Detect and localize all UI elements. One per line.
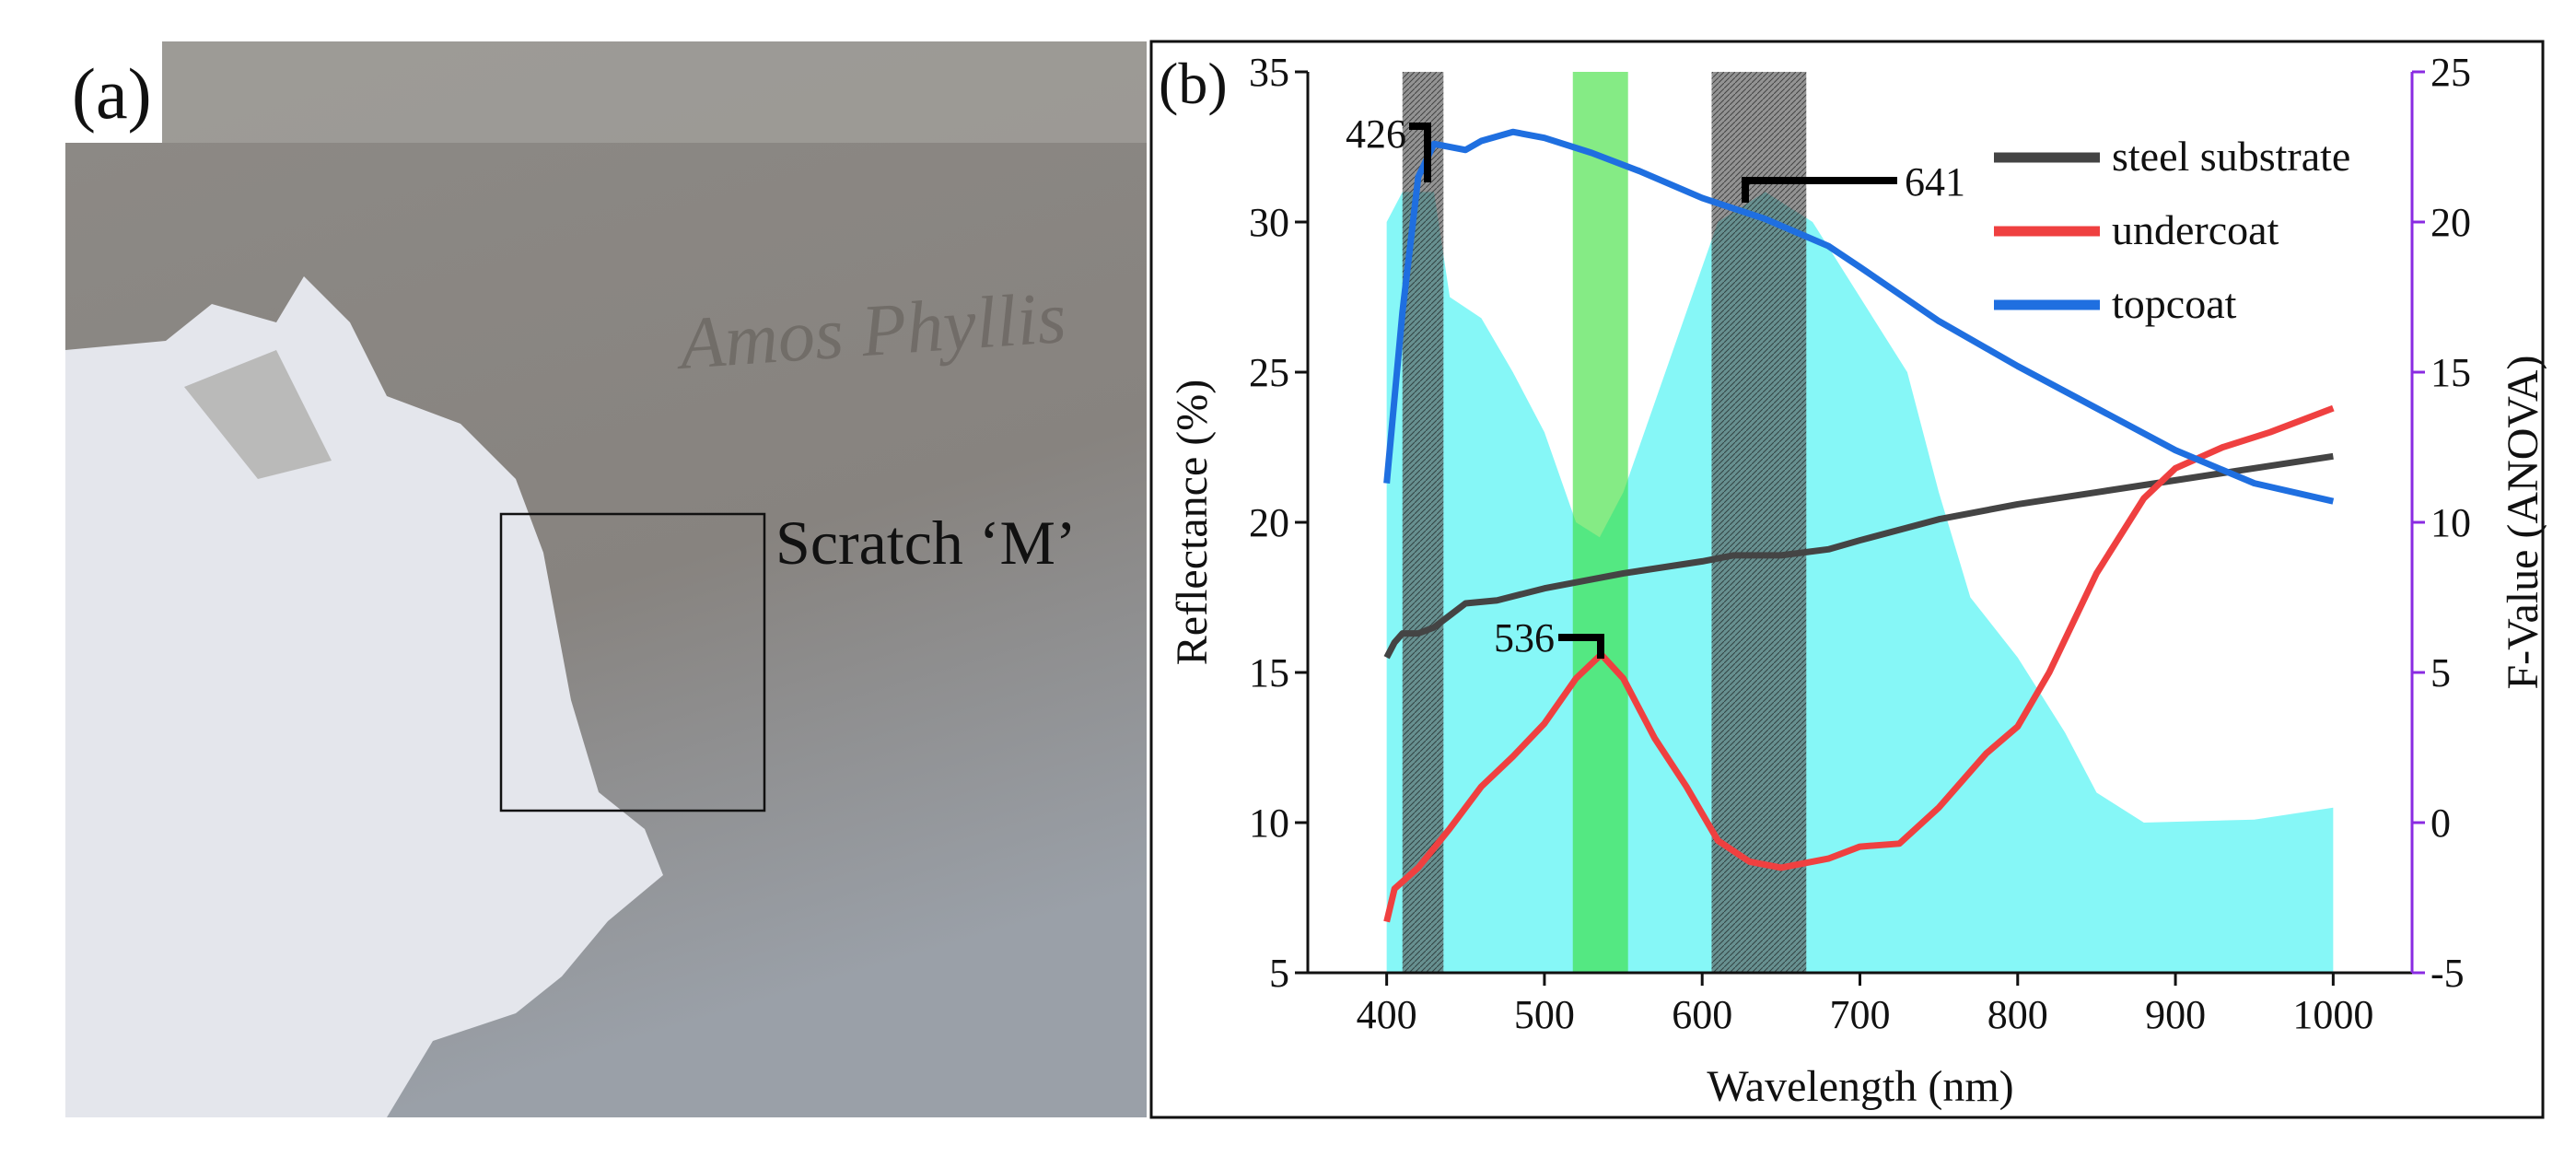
annotation-536: 536 (1494, 615, 1555, 660)
scratch-m-box (499, 512, 766, 812)
panel-a-label: (a) (72, 53, 152, 134)
series-line-topcoat (1383, 128, 2335, 505)
x-tick-label: 900 (2145, 992, 2206, 1037)
chart-b: steel substrate undercoat topcoat 426 641 536… (1249, 50, 2471, 1037)
panel-a-photo: Amos Phyllis Scratch ‘M’ (a) (65, 41, 1147, 1117)
x-tick-label: 700 (1830, 992, 1891, 1037)
x-tick-label: 500 (1514, 992, 1575, 1037)
y-tick-label: 15 (1249, 650, 1289, 695)
y2-tick-label: 25 (2430, 50, 2471, 95)
y-tick-label: 30 (1249, 200, 1289, 245)
y-tick-label: 5 (1269, 951, 1289, 996)
annotation-bracket-536 (1558, 634, 1604, 659)
legend-label-0: steel substrate (2112, 133, 2350, 180)
x-axis-title: Wavelength (nm) (1707, 1062, 2013, 1111)
x-tick-label: 600 (1672, 992, 1732, 1037)
y2-tick-label: 20 (2430, 200, 2471, 245)
series-line-steel-substrate (1383, 452, 2334, 660)
y2-tick-label: 5 (2430, 650, 2451, 695)
x-tick-label: 1000 (2292, 992, 2373, 1037)
scratch-label: Scratch ‘M’ (775, 508, 1077, 578)
x-tick-label: 800 (1987, 992, 2048, 1037)
y2-axis-title: F-Value (ANOVA) (2499, 355, 2547, 689)
y2-tick-label: 10 (2430, 500, 2471, 545)
panel-b-label: (b) (1159, 51, 1228, 116)
y-axis-title: Reflectance (%) (1168, 380, 1217, 665)
annotation-641: 641 (1905, 159, 1965, 205)
y2-tick-label: -5 (2430, 951, 2465, 996)
band-0 (1402, 72, 1444, 973)
y-tick-label: 35 (1249, 50, 1289, 95)
legend-label-2: topcoat (2112, 280, 2237, 327)
series-line-undercoat (1383, 404, 2335, 923)
y2-tick-label: 0 (2430, 801, 2451, 846)
legend-label-1: undercoat (2112, 206, 2279, 253)
annotation-bracket-426 (1409, 123, 1431, 182)
white-paint-area (65, 276, 663, 1117)
annotation-bracket-641 (1742, 177, 1897, 203)
y-tick-label: 10 (1249, 801, 1289, 846)
y-tick-label: 20 (1249, 500, 1289, 545)
annotation-426: 426 (1346, 111, 1406, 157)
y2-tick-label: 15 (2430, 350, 2471, 395)
x-tick-label: 400 (1357, 992, 1417, 1037)
y-tick-label: 25 (1249, 350, 1289, 395)
band-2 (1711, 72, 1807, 973)
band-1 (1572, 72, 1628, 973)
